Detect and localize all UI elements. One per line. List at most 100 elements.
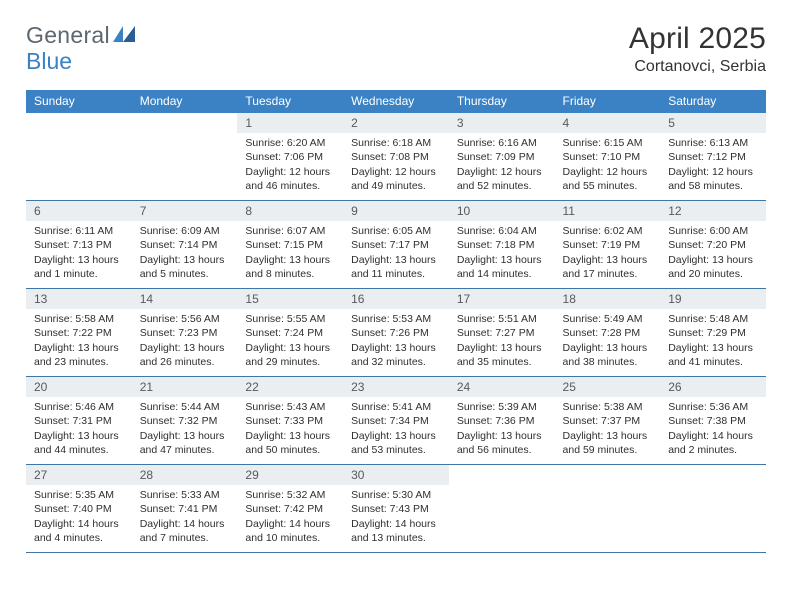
day-number-cell: 22	[237, 376, 343, 397]
sunrise-text: Sunrise: 6:04 AM	[457, 224, 547, 238]
day-number-cell: 12	[660, 200, 766, 221]
day-number-cell: 6	[26, 200, 132, 221]
day-number-cell: 9	[343, 200, 449, 221]
logo-text-blue: Blue	[26, 48, 72, 74]
day-detail-cell: Sunrise: 6:16 AMSunset: 7:09 PMDaylight:…	[449, 133, 555, 200]
day-number-cell	[26, 113, 132, 133]
sunrise-text: Sunrise: 5:43 AM	[245, 400, 335, 414]
day-detail-cell: Sunrise: 5:56 AMSunset: 7:23 PMDaylight:…	[132, 309, 238, 376]
day-detail-cell: Sunrise: 5:32 AMSunset: 7:42 PMDaylight:…	[237, 485, 343, 552]
daylight-text: Daylight: 14 hours and 10 minutes.	[245, 517, 335, 546]
day-detail-cell: Sunrise: 6:04 AMSunset: 7:18 PMDaylight:…	[449, 221, 555, 288]
sunset-text: Sunset: 7:22 PM	[34, 326, 124, 340]
day-detail-cell: Sunrise: 5:51 AMSunset: 7:27 PMDaylight:…	[449, 309, 555, 376]
sunset-text: Sunset: 7:13 PM	[34, 238, 124, 252]
sunset-text: Sunset: 7:43 PM	[351, 502, 441, 516]
daylight-text: Daylight: 13 hours and 1 minute.	[34, 253, 124, 282]
daylight-text: Daylight: 13 hours and 41 minutes.	[668, 341, 758, 370]
daylight-text: Daylight: 14 hours and 2 minutes.	[668, 429, 758, 458]
day-detail-cell: Sunrise: 5:53 AMSunset: 7:26 PMDaylight:…	[343, 309, 449, 376]
day-number-cell: 1	[237, 113, 343, 133]
sunrise-text: Sunrise: 5:51 AM	[457, 312, 547, 326]
day-header-row: SundayMondayTuesdayWednesdayThursdayFrid…	[26, 90, 766, 113]
sunset-text: Sunset: 7:17 PM	[351, 238, 441, 252]
day-detail-cell: Sunrise: 5:55 AMSunset: 7:24 PMDaylight:…	[237, 309, 343, 376]
sunrise-text: Sunrise: 6:18 AM	[351, 136, 441, 150]
logo-text-general: General	[26, 22, 110, 49]
sunset-text: Sunset: 7:14 PM	[140, 238, 230, 252]
day-detail-cell: Sunrise: 6:09 AMSunset: 7:14 PMDaylight:…	[132, 221, 238, 288]
day-detail-cell: Sunrise: 5:43 AMSunset: 7:33 PMDaylight:…	[237, 397, 343, 464]
sunset-text: Sunset: 7:23 PM	[140, 326, 230, 340]
sunrise-text: Sunrise: 5:38 AM	[563, 400, 653, 414]
day-number-cell: 13	[26, 288, 132, 309]
day-number-cell: 24	[449, 376, 555, 397]
day-number-cell: 23	[343, 376, 449, 397]
day-number-cell: 5	[660, 113, 766, 133]
sunset-text: Sunset: 7:29 PM	[668, 326, 758, 340]
sunset-text: Sunset: 7:26 PM	[351, 326, 441, 340]
daylight-text: Daylight: 13 hours and 38 minutes.	[563, 341, 653, 370]
sunrise-text: Sunrise: 6:02 AM	[563, 224, 653, 238]
day-detail-cell: Sunrise: 6:11 AMSunset: 7:13 PMDaylight:…	[26, 221, 132, 288]
detail-row: Sunrise: 5:35 AMSunset: 7:40 PMDaylight:…	[26, 485, 766, 552]
daylight-text: Daylight: 12 hours and 46 minutes.	[245, 165, 335, 194]
day-number-cell	[660, 464, 766, 485]
sunrise-text: Sunrise: 5:46 AM	[34, 400, 124, 414]
sunset-text: Sunset: 7:06 PM	[245, 150, 335, 164]
daylight-text: Daylight: 13 hours and 29 minutes.	[245, 341, 335, 370]
day-detail-cell: Sunrise: 6:18 AMSunset: 7:08 PMDaylight:…	[343, 133, 449, 200]
header: General April 2025 Cortanovci, Serbia	[26, 22, 766, 76]
day-detail-cell: Sunrise: 5:58 AMSunset: 7:22 PMDaylight:…	[26, 309, 132, 376]
sunset-text: Sunset: 7:36 PM	[457, 414, 547, 428]
sunrise-text: Sunrise: 5:35 AM	[34, 488, 124, 502]
sunset-text: Sunset: 7:12 PM	[668, 150, 758, 164]
day-number-cell: 18	[555, 288, 661, 309]
day-number-cell: 10	[449, 200, 555, 221]
day-number-cell	[555, 464, 661, 485]
daylight-text: Daylight: 13 hours and 50 minutes.	[245, 429, 335, 458]
daylight-text: Daylight: 13 hours and 32 minutes.	[351, 341, 441, 370]
day-header: Wednesday	[343, 90, 449, 113]
sunset-text: Sunset: 7:15 PM	[245, 238, 335, 252]
sunset-text: Sunset: 7:19 PM	[563, 238, 653, 252]
day-detail-cell: Sunrise: 5:38 AMSunset: 7:37 PMDaylight:…	[555, 397, 661, 464]
day-detail-cell: Sunrise: 5:49 AMSunset: 7:28 PMDaylight:…	[555, 309, 661, 376]
day-detail-cell: Sunrise: 5:44 AMSunset: 7:32 PMDaylight:…	[132, 397, 238, 464]
sunrise-text: Sunrise: 5:30 AM	[351, 488, 441, 502]
sunrise-text: Sunrise: 6:05 AM	[351, 224, 441, 238]
sunrise-text: Sunrise: 5:49 AM	[563, 312, 653, 326]
sunset-text: Sunset: 7:38 PM	[668, 414, 758, 428]
sunset-text: Sunset: 7:34 PM	[351, 414, 441, 428]
daylight-text: Daylight: 14 hours and 4 minutes.	[34, 517, 124, 546]
day-detail-cell	[26, 133, 132, 200]
day-number-cell: 29	[237, 464, 343, 485]
daylight-text: Daylight: 13 hours and 8 minutes.	[245, 253, 335, 282]
daylight-text: Daylight: 13 hours and 47 minutes.	[140, 429, 230, 458]
detail-row: Sunrise: 5:46 AMSunset: 7:31 PMDaylight:…	[26, 397, 766, 464]
sunrise-text: Sunrise: 6:16 AM	[457, 136, 547, 150]
sunrise-text: Sunrise: 6:11 AM	[34, 224, 124, 238]
day-detail-cell: Sunrise: 6:02 AMSunset: 7:19 PMDaylight:…	[555, 221, 661, 288]
day-number-cell: 2	[343, 113, 449, 133]
day-number-cell: 26	[660, 376, 766, 397]
daylight-text: Daylight: 13 hours and 44 minutes.	[34, 429, 124, 458]
day-detail-cell: Sunrise: 6:00 AMSunset: 7:20 PMDaylight:…	[660, 221, 766, 288]
sunrise-text: Sunrise: 6:07 AM	[245, 224, 335, 238]
logo: General	[26, 22, 137, 49]
day-number-cell: 30	[343, 464, 449, 485]
day-header: Tuesday	[237, 90, 343, 113]
daylight-text: Daylight: 13 hours and 56 minutes.	[457, 429, 547, 458]
daylight-text: Daylight: 14 hours and 7 minutes.	[140, 517, 230, 546]
daynum-row: 12345	[26, 113, 766, 133]
sunrise-text: Sunrise: 5:41 AM	[351, 400, 441, 414]
sunset-text: Sunset: 7:31 PM	[34, 414, 124, 428]
daynum-row: 13141516171819	[26, 288, 766, 309]
daylight-text: Daylight: 12 hours and 52 minutes.	[457, 165, 547, 194]
day-detail-cell: Sunrise: 5:35 AMSunset: 7:40 PMDaylight:…	[26, 485, 132, 552]
day-detail-cell: Sunrise: 5:30 AMSunset: 7:43 PMDaylight:…	[343, 485, 449, 552]
day-number-cell: 20	[26, 376, 132, 397]
daylight-text: Daylight: 13 hours and 35 minutes.	[457, 341, 547, 370]
day-header: Monday	[132, 90, 238, 113]
day-number-cell: 8	[237, 200, 343, 221]
